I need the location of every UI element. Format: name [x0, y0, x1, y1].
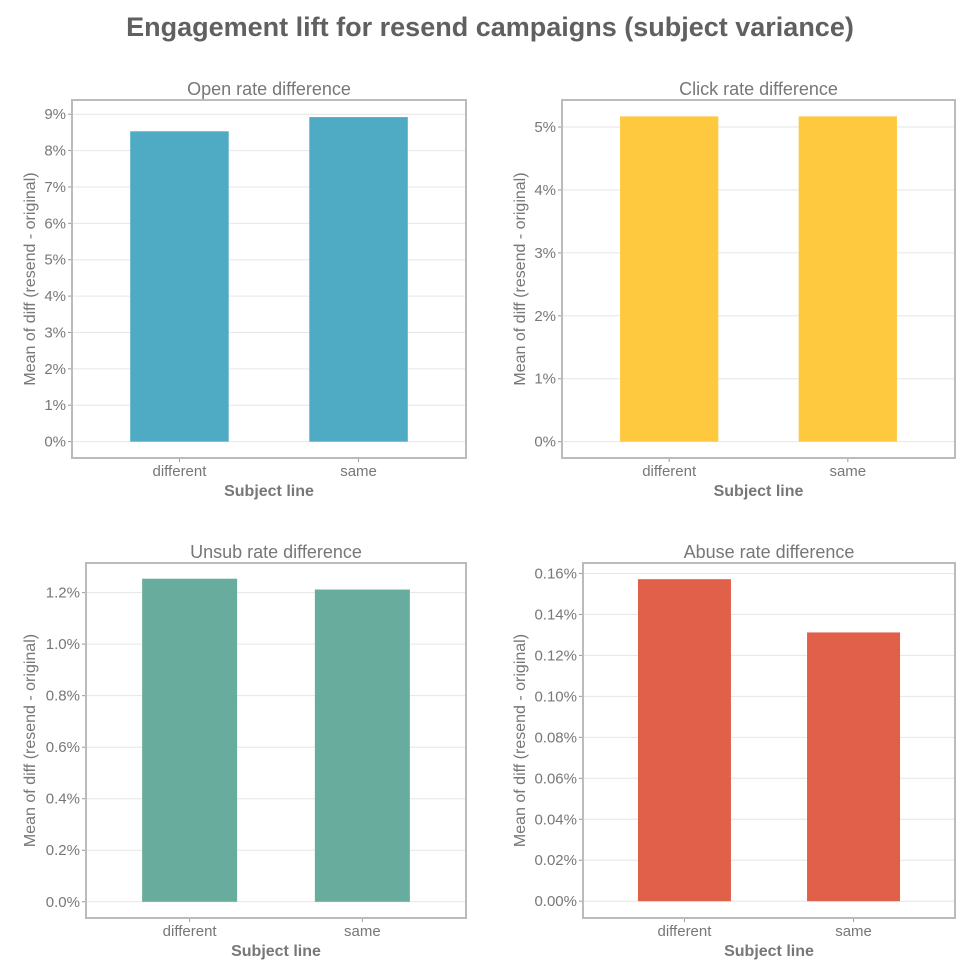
y-tick-label: 1%	[44, 397, 66, 414]
x-axis-label: Subject line	[714, 483, 804, 500]
plot-border	[71, 99, 467, 459]
y-tick-label: 1.0%	[46, 636, 80, 653]
x-tick-label: different	[152, 463, 207, 480]
bar-different	[142, 578, 238, 902]
y-tick-label: 0.0%	[46, 894, 80, 911]
y-tick-label: 0.14%	[534, 606, 577, 623]
y-tick-label: 0.6%	[46, 739, 80, 756]
y-tick-label: 0.00%	[534, 893, 577, 910]
panel-title: Open rate difference	[187, 79, 351, 99]
chart-panel-2: 0% 1% 2% 3% 4% 5% different same Click rate diff…	[512, 79, 956, 500]
y-tick-label: 0.2%	[46, 842, 80, 859]
y-tick-label: 0.12%	[534, 647, 577, 664]
y-tick-label: 0.16%	[534, 565, 577, 582]
y-axis-label: Mean of diff (resend - original)	[22, 172, 39, 385]
plot-border	[85, 562, 467, 919]
y-tick-label: 4%	[44, 288, 66, 305]
x-tick-label: same	[835, 923, 872, 940]
x-axis-label: Subject line	[231, 943, 321, 960]
x-tick-label: different	[657, 923, 712, 940]
y-tick-label: 4%	[534, 182, 556, 199]
x-axis-label: Subject line	[224, 483, 314, 500]
y-tick-label: 0.02%	[534, 852, 577, 869]
y-tick-label: 5%	[534, 119, 556, 136]
y-tick-label: 0.04%	[534, 811, 577, 828]
y-tick-label: 0.06%	[534, 770, 577, 787]
x-tick-label: same	[829, 463, 866, 480]
y-tick-label: 0.4%	[46, 791, 80, 808]
y-axis-label: Mean of diff (resend - original)	[512, 172, 529, 385]
y-tick-label: 2%	[44, 361, 66, 378]
plot-border	[582, 562, 956, 919]
y-tick-label: 0%	[534, 434, 556, 451]
bar-different	[130, 131, 229, 442]
x-tick-label: same	[340, 463, 377, 480]
chart-panel-4: 0.00% 0.02% 0.04% 0.06% 0.08% 0.10% 0.12% 0.14%…	[512, 542, 956, 960]
panel-title: Click rate difference	[679, 79, 838, 99]
y-tick-label: 0.8%	[46, 688, 80, 705]
chart-panel-3: 0.0% 0.2% 0.4% 0.6% 0.8% 1.0% 1.2% different sam…	[22, 542, 467, 960]
chart-panel-1: 0% 1% 2% 3% 4% 5% 6% 7% 8% 9% different same Open ra…	[22, 79, 467, 500]
y-tick-label: 3%	[44, 324, 66, 341]
y-tick-label: 1.2%	[46, 585, 80, 602]
y-tick-label: 1%	[534, 371, 556, 388]
x-tick-label: same	[344, 923, 381, 940]
bar-different	[620, 116, 719, 442]
panel-title: Unsub rate difference	[190, 542, 362, 562]
y-tick-label: 0.08%	[534, 729, 577, 746]
x-tick-label: different	[642, 463, 697, 480]
figure-title: Engagement lift for resend campaigns (su…	[126, 12, 854, 42]
y-tick-label: 7%	[44, 179, 66, 196]
y-tick-label: 3%	[534, 245, 556, 262]
y-tick-label: 2%	[534, 308, 556, 325]
y-tick-label: 5%	[44, 252, 66, 269]
plot-border	[561, 99, 956, 459]
panel-title: Abuse rate difference	[684, 542, 855, 562]
y-axis-label: Mean of diff (resend - original)	[512, 634, 529, 847]
y-tick-label: 9%	[44, 106, 66, 123]
y-tick-label: 0.10%	[534, 688, 577, 705]
bar-same	[807, 632, 901, 902]
y-tick-label: 8%	[44, 143, 66, 160]
y-tick-label: 0%	[44, 434, 66, 451]
bar-same	[798, 116, 897, 442]
bar-same	[314, 589, 410, 902]
y-axis-label: Mean of diff (resend - original)	[22, 634, 39, 847]
bar-same	[309, 117, 408, 442]
y-tick-label: 6%	[44, 215, 66, 232]
x-tick-label: different	[163, 923, 218, 940]
x-axis-label: Subject line	[724, 943, 814, 960]
bar-different	[637, 579, 731, 902]
